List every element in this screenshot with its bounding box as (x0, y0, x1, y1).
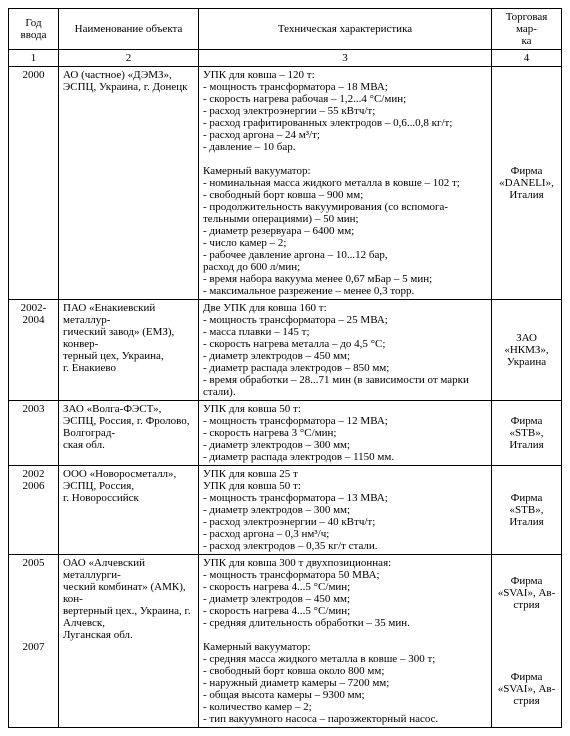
cell-year: 2002 2006 (9, 466, 59, 555)
header-brand: Торговая мар- ка (492, 9, 562, 50)
colnum-3: 3 (199, 50, 492, 67)
table-row: 2002 2006 ООО «Новоросметалл», ЭСПЦ, Рос… (9, 466, 562, 555)
colnum-2: 2 (59, 50, 199, 67)
spec-table: Год ввода Наименование объекта Техническ… (8, 8, 562, 728)
cell-name: ООО «Новоросметалл», ЭСПЦ, Россия, г. Но… (59, 466, 199, 555)
cell-brand: Фирма «DANELI», Италия (492, 67, 562, 300)
table-row: 2003 ЗАО «Волга-ФЭСТ», ЭСПЦ, Россия, г. … (9, 401, 562, 466)
table-row: 2002-2004 ПАО «Енакиевский металлур- гич… (9, 300, 562, 401)
table-row: 2000 АО (частное) «ДЭМЗ», ЭСПЦ, Украина,… (9, 67, 562, 300)
cell-name: АО (частное) «ДЭМЗ», ЭСПЦ, Украина, г. Д… (59, 67, 199, 300)
header-tech: Техническая характеристика (199, 9, 492, 50)
cell-brand: Фирма «SVAI», Ав- стрия Фирма «SVAI», Ав… (492, 555, 562, 728)
header-row: Год ввода Наименование объекта Техническ… (9, 9, 562, 50)
cell-name: ОАО «Алчевский металлурги- ческий комбин… (59, 555, 199, 728)
colnum-4: 4 (492, 50, 562, 67)
cell-name: ЗАО «Волга-ФЭСТ», ЭСПЦ, Россия, г. Фроло… (59, 401, 199, 466)
cell-brand: ЗАО «НКМЗ», Украина (492, 300, 562, 401)
header-name: Наименование объекта (59, 9, 199, 50)
cell-year: 2000 (9, 67, 59, 300)
cell-tech: УПК для ковша – 120 т: - мощность трансф… (199, 67, 492, 300)
header-year: Год ввода (9, 9, 59, 50)
number-row: 1 2 3 4 (9, 50, 562, 67)
colnum-1: 1 (9, 50, 59, 67)
cell-year: 2003 (9, 401, 59, 466)
table-row: 2005 2007 ОАО «Алчевский металлурги- чес… (9, 555, 562, 728)
cell-year: 2005 2007 (9, 555, 59, 728)
cell-tech: УПК для ковша 300 т двухпозиционная: - м… (199, 555, 492, 728)
cell-tech: УПК для ковша 50 т: - мощность трансформ… (199, 401, 492, 466)
cell-brand: Фирма «STB», Италия (492, 401, 562, 466)
cell-tech: Две УПК для ковша 160 т: - мощность тран… (199, 300, 492, 401)
cell-year: 2002-2004 (9, 300, 59, 401)
cell-brand: Фирма «STB», Италия (492, 466, 562, 555)
cell-tech: УПК для ковша 25 т УПК для ковша 50 т: -… (199, 466, 492, 555)
cell-name: ПАО «Енакиевский металлур- гический заво… (59, 300, 199, 401)
